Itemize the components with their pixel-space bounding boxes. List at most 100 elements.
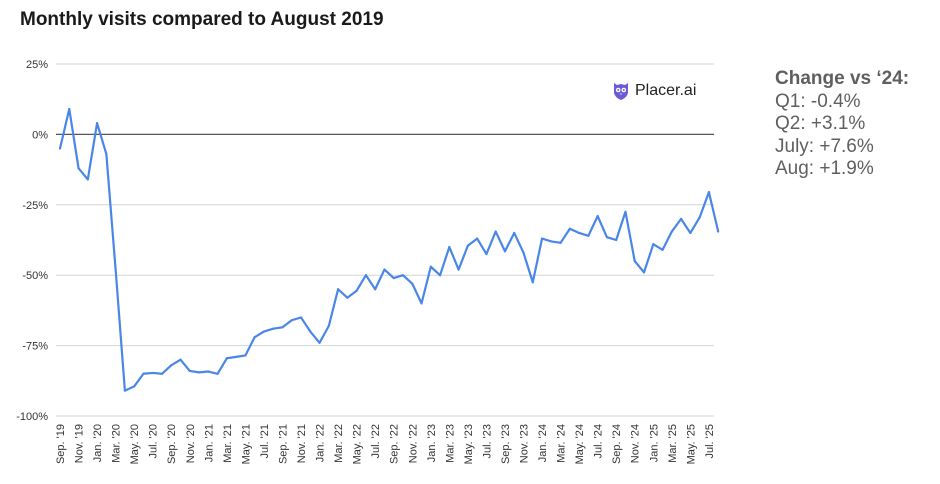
- data-point: [151, 371, 154, 375]
- data-point: [420, 302, 423, 305]
- data-point: [197, 371, 201, 374]
- y-tick-label: 0%: [32, 129, 48, 141]
- data-point: [578, 231, 581, 235]
- summary-aug: Aug: +1.9%: [775, 158, 874, 179]
- grid-lines: [56, 63, 714, 417]
- x-tick-label: Sep. '21: [277, 424, 289, 464]
- data-point: [68, 107, 71, 111]
- x-tick-label: Nov. '21: [296, 424, 308, 463]
- data-point: [355, 289, 358, 292]
- x-tick-label: Jul. '24: [593, 424, 605, 459]
- data-point: [170, 364, 173, 367]
- data-point: [142, 372, 145, 375]
- summary-title: Change vs ‘24:: [775, 68, 910, 89]
- data-point: [605, 236, 609, 239]
- x-tick-label: Nov. '24: [630, 424, 642, 463]
- y-tick-label: -100%: [16, 411, 48, 423]
- x-tick-label: Sep. '24: [611, 424, 623, 464]
- data-point: [550, 240, 553, 243]
- data-point: [540, 237, 544, 240]
- data-point: [272, 327, 275, 330]
- x-tick-label: Jul. '22: [370, 424, 382, 459]
- logo-text: Placer.ai: [635, 82, 697, 99]
- x-tick-label: May. '22: [352, 424, 364, 464]
- data-point: [58, 147, 62, 150]
- x-tick-label: Jan. '25: [648, 424, 660, 462]
- chart-title: Monthly visits compared to August 2019: [20, 9, 384, 30]
- data-point: [374, 288, 377, 291]
- data-point: [652, 243, 655, 246]
- x-tick-label: Mar. '23: [444, 424, 456, 463]
- x-tick-label: Nov. '23: [519, 424, 531, 463]
- data-point: [587, 234, 590, 237]
- data-point: [448, 245, 451, 249]
- x-tick-label: Jul. '20: [148, 424, 160, 459]
- data-point: [559, 241, 562, 244]
- data-point: [346, 296, 349, 299]
- data-point: [253, 336, 256, 339]
- data-point: [698, 216, 701, 219]
- data-point: [438, 274, 442, 277]
- data-point: [670, 230, 673, 233]
- data-point: [485, 252, 488, 256]
- x-tick-label: Sep. '20: [166, 424, 178, 464]
- data-point: [717, 230, 720, 233]
- x-tick-label: May. '20: [129, 424, 141, 464]
- x-tick-label: Jan. '20: [92, 424, 104, 462]
- x-tick-label: Sep. '19: [55, 424, 67, 464]
- x-tick-label: Jan. '22: [315, 424, 327, 462]
- data-point: [309, 330, 312, 333]
- x-tick-label: Nov. '22: [407, 424, 419, 463]
- data-point: [105, 153, 108, 156]
- y-tick-label: 25%: [26, 59, 48, 71]
- owl-icon: [614, 83, 628, 100]
- x-tick-label: May. '24: [574, 424, 586, 464]
- x-tick-label: May. '21: [240, 424, 252, 464]
- y-tick-label: -50%: [22, 270, 48, 282]
- y-axis-ticks: 25% 0% -25% -50% -75% -100%: [16, 59, 48, 423]
- change-summary: Change vs ‘24: Q1: -0.4% Q2: +3.1% July:…: [775, 68, 909, 181]
- series-line: [58, 107, 720, 392]
- data-point: [133, 385, 136, 388]
- x-tick-label: Mar. '20: [111, 424, 123, 463]
- data-point: [114, 268, 117, 271]
- data-point: [188, 369, 191, 373]
- summary-july: July: +7.6%: [775, 135, 874, 157]
- data-point: [160, 372, 164, 375]
- data-point: [383, 268, 386, 271]
- y-tick-label: -75%: [22, 341, 48, 353]
- x-tick-label: Nov. '19: [74, 424, 86, 463]
- data-point: [494, 230, 497, 233]
- data-point: [476, 237, 479, 240]
- data-point: [522, 251, 525, 254]
- data-point: [244, 354, 247, 357]
- x-tick-label: Jul. '25: [704, 424, 716, 459]
- x-axis-ticks: Sep. '19 Nov. '19 Jan. '20 Mar. '20 May. '20…: [55, 424, 716, 464]
- data-point: [216, 372, 219, 375]
- data-point: [327, 324, 330, 327]
- data-point: [689, 231, 692, 235]
- data-point: [466, 244, 469, 247]
- data-point: [531, 281, 534, 284]
- data-point: [290, 319, 293, 322]
- data-point: [513, 231, 516, 235]
- data-point: [503, 250, 507, 253]
- data-point: [262, 330, 266, 333]
- x-tick-label: Mar. '21: [222, 424, 234, 463]
- data-point: [401, 274, 405, 277]
- x-tick-label: Sep. '22: [389, 424, 401, 464]
- data-point: [86, 178, 89, 181]
- summary-q1: Q1: -0.4%: [775, 90, 861, 112]
- x-tick-label: Nov. '20: [185, 424, 197, 463]
- data-point: [392, 276, 395, 280]
- x-tick-label: Jan. '23: [426, 424, 438, 462]
- data-point: [457, 268, 460, 271]
- data-point: [364, 274, 368, 277]
- x-tick-label: Jan. '21: [203, 424, 215, 462]
- data-point: [318, 341, 321, 344]
- data-point: [615, 238, 618, 242]
- data-point: [77, 167, 80, 170]
- data-point: [337, 288, 340, 291]
- data-point: [642, 271, 646, 274]
- data-point: [299, 316, 303, 319]
